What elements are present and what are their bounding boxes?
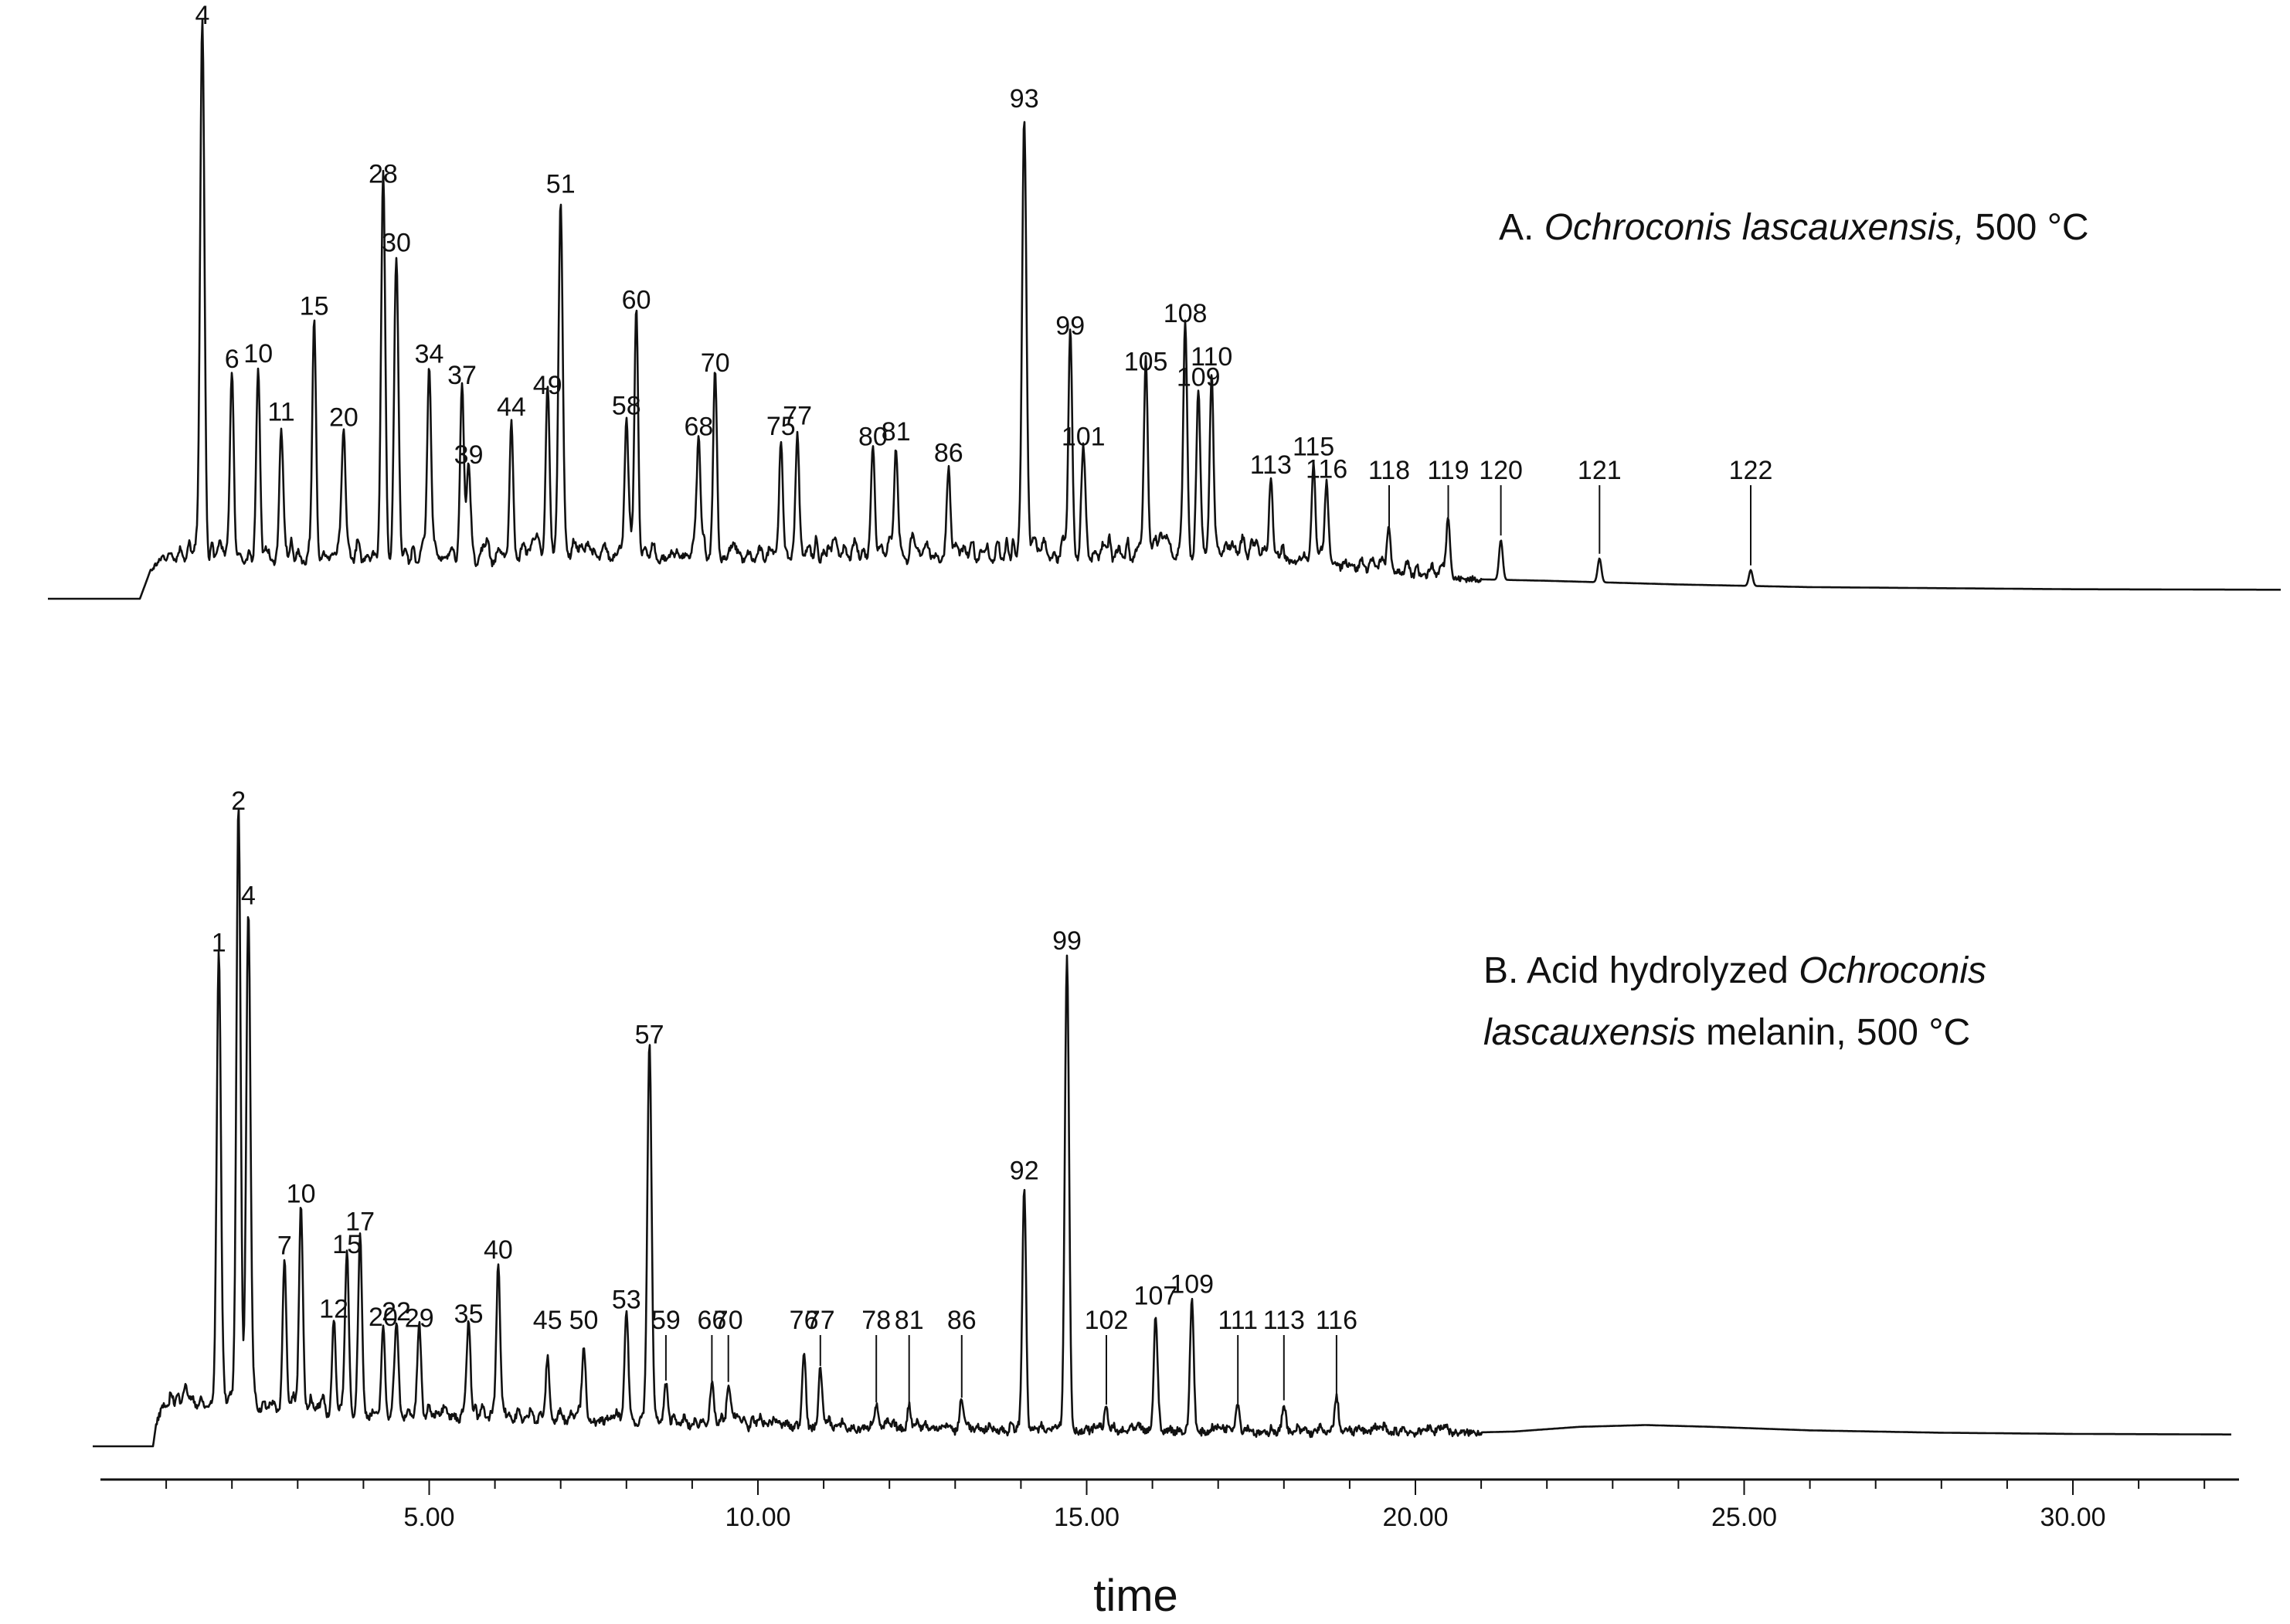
panel-a-peak-label-81: 81 — [882, 417, 911, 447]
panel-b-title-line-1: B. Acid hydrolyzed Ochroconis — [1483, 950, 1986, 991]
panel-a-peak-label-75: 75 — [766, 412, 796, 441]
trace-a-line — [47, 19, 2282, 600]
panel-a-peak-label-86: 86 — [934, 439, 963, 468]
panel-b-peak-label-57: 57 — [635, 1021, 664, 1050]
panel-b-title-genus: Ochroconis — [1799, 950, 1986, 991]
panel-a-peak-label-28: 28 — [369, 159, 398, 189]
panel-a-title: A. Ochroconis lascauxensis, 500 °C — [1499, 207, 2089, 248]
panel-a-peak-label-58: 58 — [612, 391, 641, 420]
panel-a-peak-label-118: 118 — [1368, 456, 1410, 485]
panel-a-peak-label-80: 80 — [858, 423, 888, 452]
panel-a: 46 10111520283034373944495158606870757780… — [47, 1, 2282, 600]
panel-a-title-temperature: 500 °C — [1965, 207, 2089, 248]
panel-b-peak-label-81: 81 — [895, 1306, 924, 1335]
panel-a-peak-label-34: 34 — [415, 340, 444, 369]
panel-b-peak-label-4: 4 — [241, 881, 256, 910]
panel-b-peak-label-99: 99 — [1052, 926, 1082, 956]
panel-b-peak-label-29: 29 — [405, 1304, 434, 1334]
panel-a-peak-label-30: 30 — [382, 229, 411, 258]
panel-a-peak-label-121: 121 — [1578, 456, 1622, 485]
panel-b-title-prefix: B. Acid hydrolyzed — [1483, 950, 1799, 991]
panel-a-peak-label-6: 6 — [225, 345, 240, 374]
panel-b-peak-label-7: 7 — [277, 1232, 292, 1261]
panel-a-peak-label-99: 99 — [1055, 311, 1085, 341]
x-axis-ticks: 5.00 10.00 15.00 20.00 25.00 30.00 — [165, 1480, 2206, 1532]
panel-a-peak-label-108: 108 — [1164, 299, 1208, 328]
panel-b-peak-label-20: 20 — [369, 1303, 398, 1332]
panel-a-peak-label-116: 116 — [1306, 455, 1347, 484]
panel-a-peak-label-49: 49 — [533, 371, 562, 400]
panel-b-peak-label-86: 86 — [947, 1306, 977, 1335]
trace-b-line — [92, 807, 2232, 1448]
panel-b-peak-label-22: 22 — [382, 1297, 411, 1327]
x-tick-label: 30.00 — [2040, 1503, 2105, 1532]
panel-b-peak-label-70: 70 — [714, 1306, 743, 1335]
x-tick-label: 25.00 — [1711, 1503, 1777, 1532]
panel-b-title-suffix: melanin, 500 °C — [1696, 1012, 1970, 1053]
panel-b-peak-label-59: 59 — [651, 1306, 681, 1335]
x-tick-label: 20.00 — [1382, 1503, 1448, 1532]
panel-b-peak-label-17: 17 — [345, 1207, 375, 1236]
panel-a-peak-label-77: 77 — [783, 401, 812, 430]
panel-b-peak-label-12: 12 — [319, 1294, 348, 1323]
panel-a-peak-label-109: 109 — [1177, 363, 1221, 392]
panel-b-peak-label-10: 10 — [287, 1180, 316, 1209]
panel-b-peak-label-35: 35 — [454, 1300, 484, 1329]
panel-a-peak-label-44: 44 — [497, 392, 526, 422]
panel-a-peak-label-37: 37 — [447, 361, 477, 390]
panel-b-peak-label-113: 113 — [1263, 1306, 1305, 1335]
panel-b-title-species: lascauxensis — [1483, 1012, 1696, 1053]
panel-a-peak-label-101: 101 — [1062, 423, 1106, 452]
panel-a-peak-label-11: 11 — [267, 398, 294, 427]
panel-a-peak-label-51: 51 — [546, 170, 576, 199]
panel-a-peak-label-70: 70 — [701, 348, 730, 378]
x-axis-title: time — [1093, 1571, 1178, 1621]
panel-a-peak-label-4: 4 — [195, 1, 209, 30]
panel-b-peak-label-1: 1 — [212, 929, 226, 958]
panel-a-peak-label-115: 115 — [1293, 432, 1334, 461]
panel-b-peak-label-77: 77 — [806, 1306, 835, 1335]
panel-b-peak-label-78: 78 — [861, 1306, 891, 1335]
panel-b-peak-label-111: 111 — [1218, 1306, 1258, 1335]
panel-a-peak-label-120: 120 — [1479, 456, 1523, 485]
panel-b-title-line-2: lascauxensis melanin, 500 °C — [1483, 1012, 1970, 1053]
panel-b-peak-label-15: 15 — [332, 1230, 362, 1259]
panel-a-peak-label-122: 122 — [1729, 456, 1773, 485]
panel-a-peak-label-110: 110 — [1191, 342, 1232, 372]
panel-b-peak-label-116: 116 — [1316, 1306, 1357, 1335]
panel-b-peak-label-109: 109 — [1170, 1270, 1214, 1300]
panel-a-peak-label-93: 93 — [1010, 84, 1039, 114]
panel-a-peak-labels: 46 10111520283034373944495158606870757780… — [195, 1, 1772, 566]
panel-a-peak-label-60: 60 — [622, 285, 651, 314]
panel-b-peak-label-66: 66 — [697, 1306, 726, 1335]
panel-a-title-species: Ochroconis lascauxensis, — [1544, 207, 1965, 248]
panel-a-peak-label-119: 119 — [1427, 456, 1469, 485]
panel-a-peak-label-15: 15 — [300, 292, 329, 321]
panel-a-peak-label-68: 68 — [684, 412, 713, 441]
x-tick-label: 10.00 — [725, 1503, 790, 1532]
panel-a-peak-label-39: 39 — [454, 440, 484, 470]
panel-b-peak-label-2: 2 — [231, 787, 246, 816]
x-tick-label: 15.00 — [1054, 1503, 1120, 1532]
panel-b-peak-label-102: 102 — [1085, 1306, 1129, 1335]
x-tick-label: 5.00 — [403, 1503, 454, 1532]
panel-b-peak-label-50: 50 — [569, 1306, 599, 1335]
panel-b-peak-label-107: 107 — [1134, 1281, 1178, 1310]
panel-a-peak-label-20: 20 — [329, 403, 358, 432]
panel-a-peak-label-113: 113 — [1250, 450, 1292, 480]
panel-b-peak-label-92: 92 — [1010, 1157, 1039, 1186]
panel-b-peak-label-76: 76 — [790, 1306, 819, 1335]
panel-a-peak-label-10: 10 — [243, 339, 273, 369]
x-axis: 5.00 10.00 15.00 20.00 25.00 30.00 time — [100, 1478, 2239, 1621]
panel-b-peak-label-45: 45 — [533, 1306, 562, 1335]
panel-a-peak-label-105: 105 — [1124, 348, 1168, 377]
panel-b-peak-label-40: 40 — [484, 1235, 513, 1265]
panel-a-title-prefix: A. — [1499, 207, 1544, 248]
panel-b-peak-label-53: 53 — [612, 1286, 641, 1315]
